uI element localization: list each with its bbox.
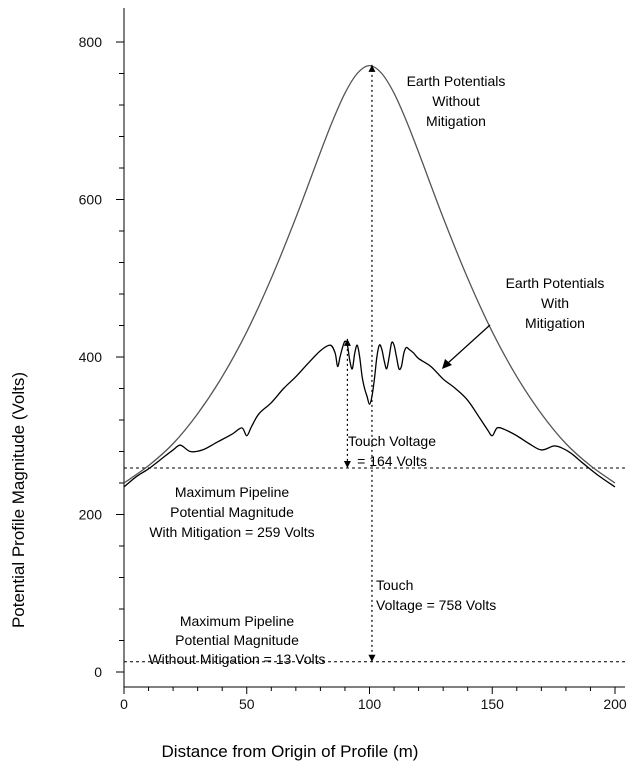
x-tick-label: 100	[358, 696, 382, 712]
y-tick-label: 600	[79, 192, 103, 208]
touch-arrows	[343, 64, 491, 662]
pointer-arrowhead	[442, 359, 452, 369]
x-tick-label: 50	[239, 696, 255, 712]
annotation-earth-without: Mitigation	[426, 113, 486, 129]
annotations: Earth Potentials Without Mitigation Earth P…	[148, 73, 604, 667]
pointer-arrow-line	[447, 324, 491, 364]
annotation-max-with: Maximum Pipeline	[175, 484, 290, 500]
x-tick-label: 150	[481, 696, 505, 712]
y-tick-label: 0	[94, 664, 102, 680]
annotation-earth-with: Earth Potentials	[506, 275, 605, 291]
y-tick-label: 800	[79, 34, 103, 50]
annotation-touch-164: Touch Voltage	[348, 433, 436, 449]
annotation-touch-164: = 164 Volts	[357, 453, 427, 469]
annotation-touch-758: Touch	[376, 577, 413, 593]
x-tick-label: 200	[603, 696, 627, 712]
axes: 0 200 400 600 800 0 50 100 150 200	[79, 8, 627, 712]
annotation-earth-without: Earth Potentials	[407, 73, 506, 89]
annotation-max-without: Potential Magnitude	[175, 632, 299, 648]
annotation-earth-with: With	[541, 295, 569, 311]
arrowhead-bottom	[343, 461, 351, 469]
x-tick-label: 0	[120, 696, 128, 712]
x-axis-label: Distance from Origin of Profile (m)	[162, 742, 419, 761]
annotation-max-with: Potential Magnitude	[170, 504, 294, 520]
series-line-without	[123, 64, 616, 484]
annotation-touch-758: Voltage = 758 Volts	[376, 597, 496, 613]
annotation-max-with: With Mitigation = 259 Volts	[149, 524, 314, 540]
y-tick-label: 400	[79, 349, 103, 365]
arrowhead-top	[368, 64, 376, 72]
annotation-max-without: Without Mitigation = 13 Volts	[148, 651, 325, 667]
arrowhead-top	[343, 338, 351, 346]
arrowhead-bottom	[368, 654, 376, 662]
annotation-max-without: Maximum Pipeline	[180, 613, 295, 629]
annotation-earth-with: Mitigation	[525, 315, 585, 331]
y-axis-label: Potential Profile Magnitude (Volts)	[9, 372, 28, 628]
annotation-earth-without: Without	[432, 93, 480, 109]
y-tick-label: 200	[79, 507, 103, 523]
